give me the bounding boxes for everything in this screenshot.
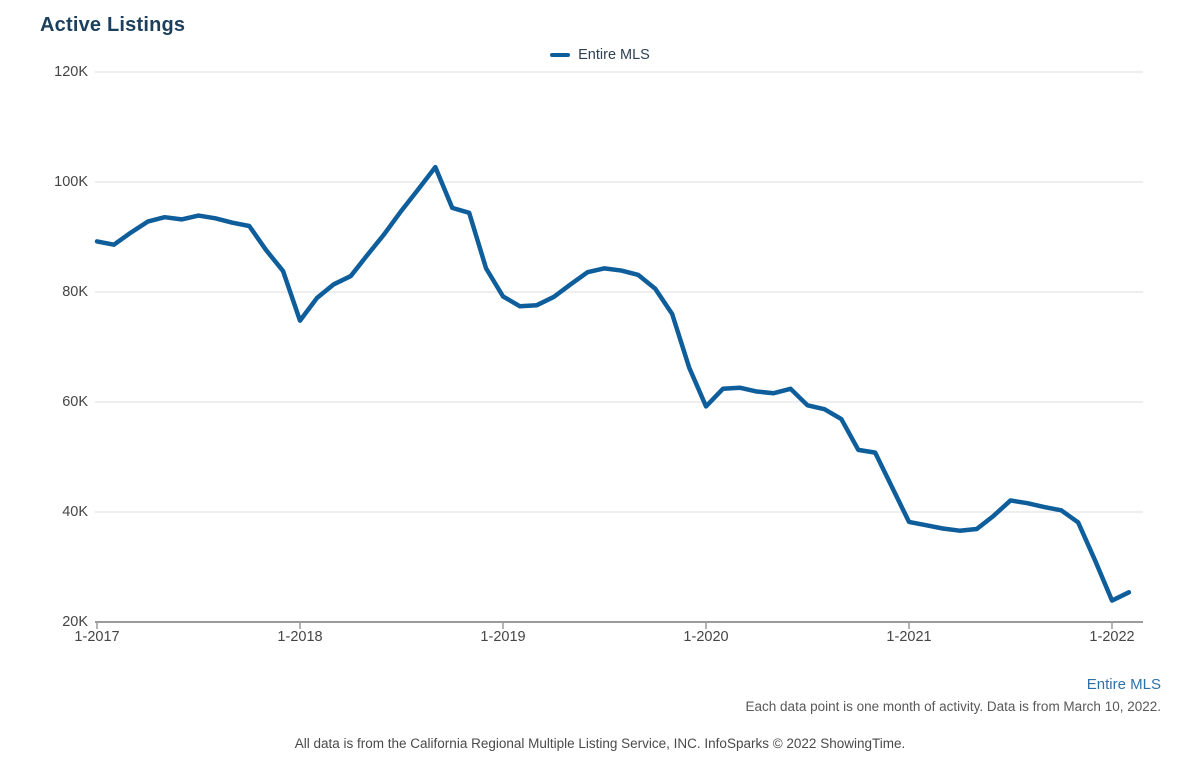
x-axis-tick-label: 1-2021 xyxy=(886,629,932,645)
legend-line-swatch-icon xyxy=(550,53,571,57)
y-axis-tick-label: 20K xyxy=(62,614,88,630)
series-link-entire-mls[interactable]: Entire MLS xyxy=(1086,676,1161,693)
x-axis-tick-label: 1-2019 xyxy=(480,629,526,645)
x-axis-tick-label: 1-2022 xyxy=(1089,629,1135,645)
chart-legend: Entire MLS xyxy=(0,47,1200,63)
page-title: Active Listings xyxy=(40,14,186,36)
x-axis-tick-label: 1-2020 xyxy=(683,629,729,645)
y-axis-tick-label: 80K xyxy=(62,284,88,300)
legend-label: Entire MLS xyxy=(578,47,650,63)
legend-item-entire-mls[interactable]: Entire MLS xyxy=(550,47,650,63)
x-axis-tick-label: 1-2018 xyxy=(277,629,323,645)
attribution-footer: All data is from the California Regional… xyxy=(294,736,906,751)
y-axis-tick-label: 60K xyxy=(62,394,88,410)
y-axis-tick-label: 120K xyxy=(54,64,88,80)
active-listings-line-series xyxy=(94,164,1132,603)
data-footnote: Each data point is one month of activity… xyxy=(745,699,1161,714)
x-axis-tick-label: 1-2017 xyxy=(74,629,120,645)
y-axis-tick-label: 100K xyxy=(54,174,88,190)
y-axis-tick-label: 40K xyxy=(62,504,88,520)
